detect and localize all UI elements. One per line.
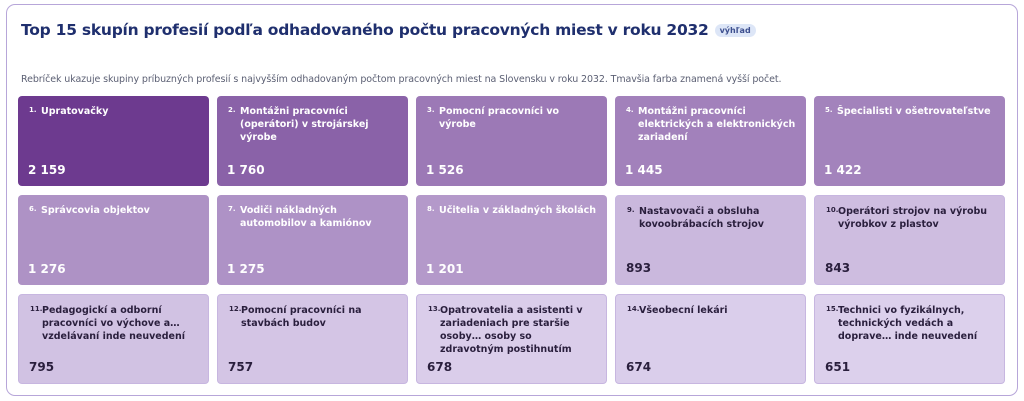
tile-11: 11. Pedagogickí a odborní pracovníci vo v…	[18, 294, 209, 384]
tile-rank: 7.	[228, 205, 236, 213]
chart-card: Top 15 skupín profesií podľa odhadovanéh…	[6, 4, 1018, 396]
tile-rank: 5.	[825, 106, 833, 114]
tile-5: 5. Špecialisti v ošetrovateľstve 1 422	[814, 96, 1005, 186]
tile-3: 3. Pomocní pracovníci vo výrobe 1 526	[416, 96, 607, 186]
tile-8: 8. Učitelia v základných školách 1 201	[416, 195, 607, 285]
tile-label: Montážni pracovníci elektrických a elekt…	[638, 106, 796, 143]
tile-rank: 3.	[427, 106, 435, 114]
tile-label: Učitelia v základných školách	[439, 205, 597, 216]
tile-2: 2. Montážni pracovníci (operátori) v stro…	[217, 96, 408, 186]
tile-rank: 14.	[627, 305, 640, 313]
tile-rank: 10.	[826, 206, 839, 214]
tile-label: Všeobecní lekári	[639, 305, 728, 316]
tile-label: Operátori strojov na výrobu výrobkov z p…	[838, 206, 988, 230]
tile-15: 15. Technici vo fyzikálnych, technických …	[814, 294, 1005, 384]
tile-value: 678	[427, 360, 453, 374]
tile-value: 893	[626, 261, 652, 275]
tile-label: Vodiči nákladných automobilov a kamiónov	[240, 205, 372, 229]
tile-label: Nastavovači a obsluha kovoobrábacích str…	[639, 206, 764, 230]
tile-1: 1. Upratovačky 2 159	[18, 96, 209, 186]
title-row: Top 15 skupín profesií podľa odhadovanéh…	[21, 21, 756, 39]
tile-13: 13. Opatrovatelia a asistenti v zariadeni…	[416, 294, 607, 384]
tile-rank: 9.	[627, 206, 635, 214]
tile-value: 1 201	[426, 262, 464, 276]
tile-value: 795	[29, 360, 55, 374]
tile-value: 651	[825, 360, 851, 374]
tile-value: 843	[825, 261, 851, 275]
tile-14: 14. Všeobecní lekári 674	[615, 294, 806, 384]
tile-4: 4. Montážni pracovníci elektrických a ele…	[615, 96, 806, 186]
tile-value: 1 422	[824, 163, 862, 177]
chart-subtitle: Rebríček ukazuje skupiny príbuzných prof…	[21, 74, 782, 85]
tile-label: Pedagogickí a odborní pracovníci vo vých…	[42, 305, 186, 342]
tile-label: Upratovačky	[41, 106, 109, 117]
tile-value: 1 760	[227, 163, 265, 177]
tile-rank: 2.	[228, 106, 236, 114]
tile-label: Montážni pracovníci (operátori) v strojá…	[240, 106, 369, 143]
outlook-badge: výhľad	[714, 23, 756, 37]
tile-value: 757	[228, 360, 254, 374]
tile-rank: 8.	[427, 205, 435, 213]
tile-rank: 13.	[428, 305, 441, 313]
tile-value: 1 445	[625, 163, 663, 177]
tile-value: 1 275	[227, 262, 265, 276]
tile-rank: 12.	[229, 305, 242, 313]
tile-value: 674	[626, 360, 652, 374]
tile-7: 7. Vodiči nákladných automobilov a kamión…	[217, 195, 408, 285]
tile-rank: 1.	[29, 106, 37, 114]
tile-rank: 6.	[29, 205, 37, 213]
tile-12: 12. Pomocní pracovníci na stavbách budov 7…	[217, 294, 408, 384]
tile-value: 2 159	[28, 163, 66, 177]
tile-label: Pomocní pracovníci vo výrobe	[439, 106, 560, 130]
tile-6: 6. Správcovia objektov 1 276	[18, 195, 209, 285]
tile-label: Špecialisti v ošetrovateľstve	[837, 106, 991, 117]
chart-title: Top 15 skupín profesií podľa odhadovanéh…	[21, 21, 709, 39]
tile-rank: 4.	[626, 106, 634, 114]
tile-label: Opatrovatelia a asistenti v zariadeniach…	[440, 305, 583, 354]
tile-label: Technici vo fyzikálnych, technických ved…	[838, 305, 978, 342]
tile-10: 10. Operátori strojov na výrobu výrobkov …	[814, 195, 1005, 285]
tile-label: Pomocní pracovníci na stavbách budov	[241, 305, 362, 329]
tile-rank: 11.	[30, 305, 43, 313]
tile-value: 1 276	[28, 262, 66, 276]
tile-label: Správcovia objektov	[41, 205, 150, 216]
tile-rank: 15.	[826, 305, 839, 313]
tile-value: 1 526	[426, 163, 464, 177]
tile-9: 9. Nastavovači a obsluha kovoobrábacích s…	[615, 195, 806, 285]
